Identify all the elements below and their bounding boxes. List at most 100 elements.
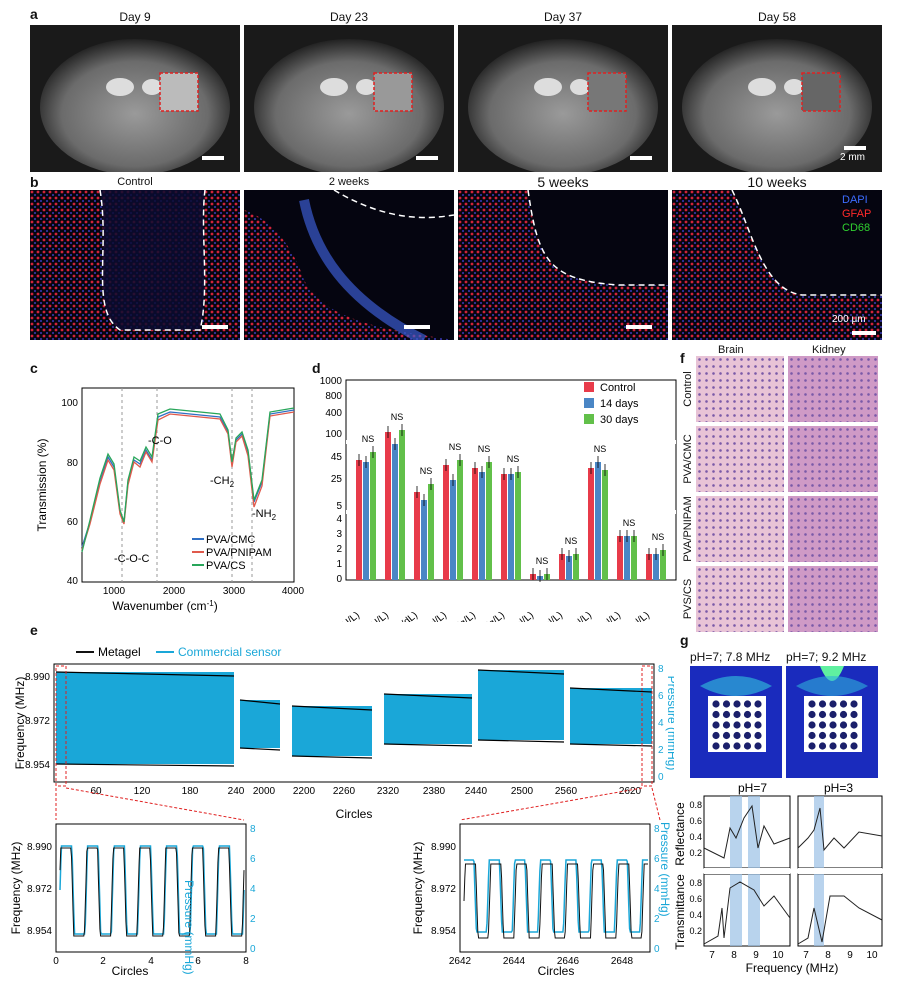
ytick: 8.990 xyxy=(431,842,456,853)
xtick: 2646 xyxy=(557,956,580,967)
annotation: -C-O xyxy=(148,435,172,447)
xtick: 2320 xyxy=(377,786,400,797)
scatterer xyxy=(743,742,752,750)
scatterer xyxy=(850,710,858,719)
scatterer xyxy=(839,721,848,729)
xtick: 2642 xyxy=(449,956,472,967)
ytick: 8.972 xyxy=(431,884,456,895)
ytick: 0.4 xyxy=(689,910,702,920)
signal-block xyxy=(240,700,280,748)
fluo-title: Control xyxy=(117,176,153,188)
bar xyxy=(653,554,659,580)
scale-label: 2 mm xyxy=(840,152,865,163)
ns-label: NS xyxy=(391,412,404,422)
spectrum-pvapnipam xyxy=(81,411,295,551)
xtick: 7 xyxy=(709,950,715,961)
legend-cd68: CD68 xyxy=(842,222,871,234)
xtick: 2440 xyxy=(465,786,488,797)
ytick: 0.2 xyxy=(689,848,702,858)
zoom-lines xyxy=(55,787,661,821)
fluorescence-image: DAPI GFAP CD68 200 μm xyxy=(672,190,882,340)
ytick: 1000 xyxy=(320,376,343,387)
xtick: 2 xyxy=(100,956,106,967)
xtick: 240 xyxy=(228,786,245,797)
xtick: 8 xyxy=(243,956,249,967)
mri-image: 2 mm xyxy=(672,25,882,172)
scatterer xyxy=(808,700,816,708)
fluorescence-image xyxy=(244,190,454,340)
bar xyxy=(660,550,666,580)
he-image xyxy=(788,426,878,492)
x-axis-label: Circles xyxy=(112,964,149,978)
scatterer xyxy=(818,721,827,729)
bar xyxy=(486,462,492,580)
y-axis-label: Transmission (%) xyxy=(35,439,49,532)
biochem-chart: 1000 800 400 100 45 25 5 4 3 2 1 0 ALT (… xyxy=(320,376,677,622)
legend-item: 14 days xyxy=(600,398,639,410)
legend-gfap: GFAP xyxy=(842,208,872,220)
simulation-image xyxy=(786,666,878,778)
ytick: 4 xyxy=(336,514,342,525)
ns-label: NS xyxy=(507,454,520,464)
legend-item: PVA/PNIPAM xyxy=(206,547,272,559)
he-image xyxy=(788,356,878,422)
panel-a-label: a xyxy=(30,6,38,22)
scatterer xyxy=(829,700,837,708)
scatterer xyxy=(722,700,731,708)
scatterer xyxy=(754,721,762,729)
scatterer xyxy=(808,731,816,740)
ytick: 3 xyxy=(336,529,342,540)
sub-title: pH=7 xyxy=(738,781,767,795)
scatterer xyxy=(818,731,827,740)
mri-image xyxy=(30,25,240,172)
legend-item: PVA/CS xyxy=(206,560,246,572)
bar xyxy=(385,432,391,580)
bar xyxy=(602,470,608,580)
fluo-title: 2 weeks xyxy=(328,176,370,188)
bar xyxy=(559,554,565,580)
xtick: 4000 xyxy=(282,586,305,597)
scatterer xyxy=(850,721,858,729)
scatterer xyxy=(808,742,816,750)
fluo-title: 10 weeks xyxy=(747,174,807,190)
bar xyxy=(595,462,601,580)
day-label: Day 23 xyxy=(329,10,369,24)
scatterer xyxy=(712,742,720,750)
y2tick: 2 xyxy=(250,914,256,925)
zoom-chart-left: 8.990 8.972 8.954 8 6 4 2 0 0 2 4 6 8 Ci… xyxy=(10,823,256,978)
spectrum-pvacs xyxy=(81,407,295,553)
scatterer xyxy=(733,742,741,750)
xtick: 60 xyxy=(90,786,102,797)
ns-label: NS xyxy=(594,444,607,454)
signal-block xyxy=(478,670,564,740)
xtick: 10 xyxy=(866,950,878,961)
legend-item: Metagel xyxy=(98,645,141,659)
ftir-chart: 100 80 60 40 1000 2000 3000 4000 Wavenum… xyxy=(35,387,305,613)
ytick: 8.954 xyxy=(431,926,456,937)
xtick: 9 xyxy=(753,950,759,961)
scatterer xyxy=(839,710,848,719)
day-label: Day 58 xyxy=(757,10,797,24)
ytick: 8.990 xyxy=(25,672,50,683)
y2tick: 4 xyxy=(250,884,256,895)
scatterer xyxy=(808,721,816,729)
signal-block xyxy=(570,688,652,744)
signal-block xyxy=(56,672,234,764)
row-label: PVA/PNIPAM xyxy=(682,496,694,562)
sub-title: pH=3 xyxy=(824,781,853,795)
zoom-chart-right: 8.990 8.972 8.954 8 6 4 2 0 2642 2644 26… xyxy=(412,823,660,978)
fluorescence-image xyxy=(30,190,240,340)
scatterer xyxy=(722,742,731,750)
metagel-envelope xyxy=(239,747,281,751)
bar xyxy=(414,492,420,580)
scatterer xyxy=(754,742,762,750)
y2tick: 0 xyxy=(250,944,256,955)
y2-axis-label: Pressure (mmHg) xyxy=(665,676,674,771)
scatterer xyxy=(808,710,816,719)
y-axis-label: Frequency (MHz) xyxy=(14,677,27,770)
bar xyxy=(515,472,521,580)
scatterer xyxy=(743,700,752,708)
ytick: 0 xyxy=(336,574,342,585)
long-recording-chart: Metagel Commercial sensor 8.990 8.972 8.… xyxy=(14,645,674,821)
metagel-envelope xyxy=(383,693,473,699)
